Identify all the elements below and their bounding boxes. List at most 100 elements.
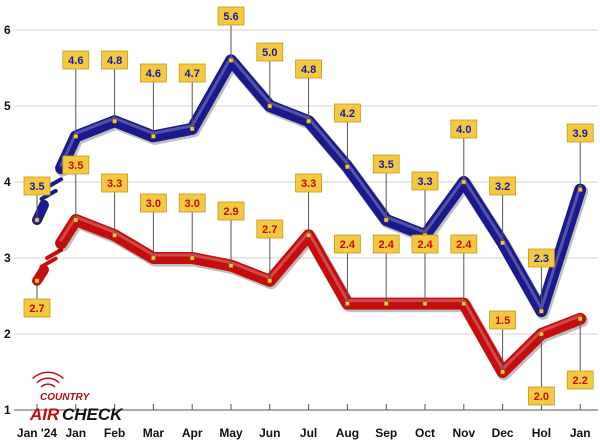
data-label: 2.4 [340,239,356,251]
x-tick-label: Sep [375,426,397,440]
data-label-box [256,219,284,239]
data-label-box [372,234,400,254]
data-label-box [101,173,128,193]
data-point [306,232,311,238]
x-tick-label: Mar [143,426,165,440]
y-tick-label: 4 [4,175,11,189]
x-tick-label: Dec [492,426,514,440]
data-label: 3.0 [185,198,200,210]
data-label: 4.6 [68,55,83,67]
data-point [151,134,156,139]
data-point [539,308,544,314]
data-point [267,103,273,109]
data-label: 2.7 [262,224,277,236]
data-label: 2.0 [534,391,549,403]
data-label-box [178,63,206,83]
data-label-box [139,193,167,213]
data-point [34,278,40,284]
data-label-box [256,42,284,62]
data-label: 3.3 [417,176,432,188]
data-point [151,255,156,261]
data-point [383,217,389,223]
data-label: 3.3 [107,178,122,190]
data-label: 3.5 [68,160,83,172]
data-label: 3.5 [379,159,394,171]
y-tick-label: 1 [4,403,11,417]
data-point [189,126,195,132]
data-label: 2.2 [573,375,588,387]
x-tick-label: Jan [65,426,86,440]
data-label: 1.5 [495,315,510,327]
data-label-box [295,59,323,79]
y-tick-label: 3 [4,251,11,265]
logo-signal-arc [40,383,56,388]
data-label: 2.3 [534,253,549,265]
data-label: 4.2 [340,108,355,120]
data-point [577,316,583,322]
data-label-box [333,234,361,254]
data-label-box [101,50,128,70]
data-point [383,301,389,306]
data-label-box [450,119,478,139]
x-tick-label: Hol [532,426,551,440]
data-point [73,217,79,223]
data-label-box [566,123,594,143]
data-label-box [372,154,400,174]
x-tick-label: Feb [104,426,125,440]
data-label: 2.7 [29,303,44,315]
logo-air-text: AIR [29,405,60,424]
x-tick-label: Jan '24 [17,426,58,440]
data-label: 3.9 [573,128,588,140]
data-label-box [139,63,167,83]
data-label: 4.0 [456,124,471,136]
data-label: 2.4 [456,239,472,251]
data-label: 4.8 [301,64,316,76]
y-tick-label: 6 [4,23,11,37]
data-point [112,118,117,124]
data-label-box [217,201,245,221]
data-point [306,118,311,124]
data-point [73,134,79,139]
data-point [577,187,583,192]
data-point [267,278,273,284]
data-point [461,179,467,185]
data-point [461,301,467,306]
data-label-box [528,248,555,268]
logo-country-text: COUNTRY [40,392,91,403]
x-tick-label: Apr [182,426,203,440]
series-2-break-mark [39,256,58,269]
data-label: 5.6 [223,11,238,23]
series-1-start-segment [32,199,49,225]
data-label-box [489,310,517,330]
x-tick-label: May [219,426,243,440]
data-label: 4.8 [107,55,122,67]
data-label-box [566,370,594,390]
data-point [189,255,195,261]
x-tick-label: Jan [570,426,591,440]
logo-signal-arc [36,377,60,384]
data-label-box [62,155,90,175]
data-label: 5.0 [262,47,277,59]
data-point [345,301,350,306]
data-point [112,232,117,238]
x-tick-label: Jul [300,426,317,440]
y-tick-label: 2 [4,327,11,341]
data-point [34,217,40,223]
x-tick-label: Aug [336,426,359,440]
data-label-box [528,386,555,406]
data-label: 2.4 [417,239,433,251]
data-label-box [23,176,51,196]
data-label-box [217,6,245,26]
x-tick-label: Oct [415,426,435,440]
data-point [539,331,544,337]
data-point [500,240,505,246]
data-label-box [411,171,439,191]
data-point [228,263,234,268]
y-tick-label: 5 [4,99,11,113]
data-label-box [450,234,478,254]
data-label: 4.7 [185,68,200,80]
data-label: 3.5 [29,181,44,193]
data-label: 4.6 [146,68,161,80]
data-label: 2.9 [223,206,238,218]
